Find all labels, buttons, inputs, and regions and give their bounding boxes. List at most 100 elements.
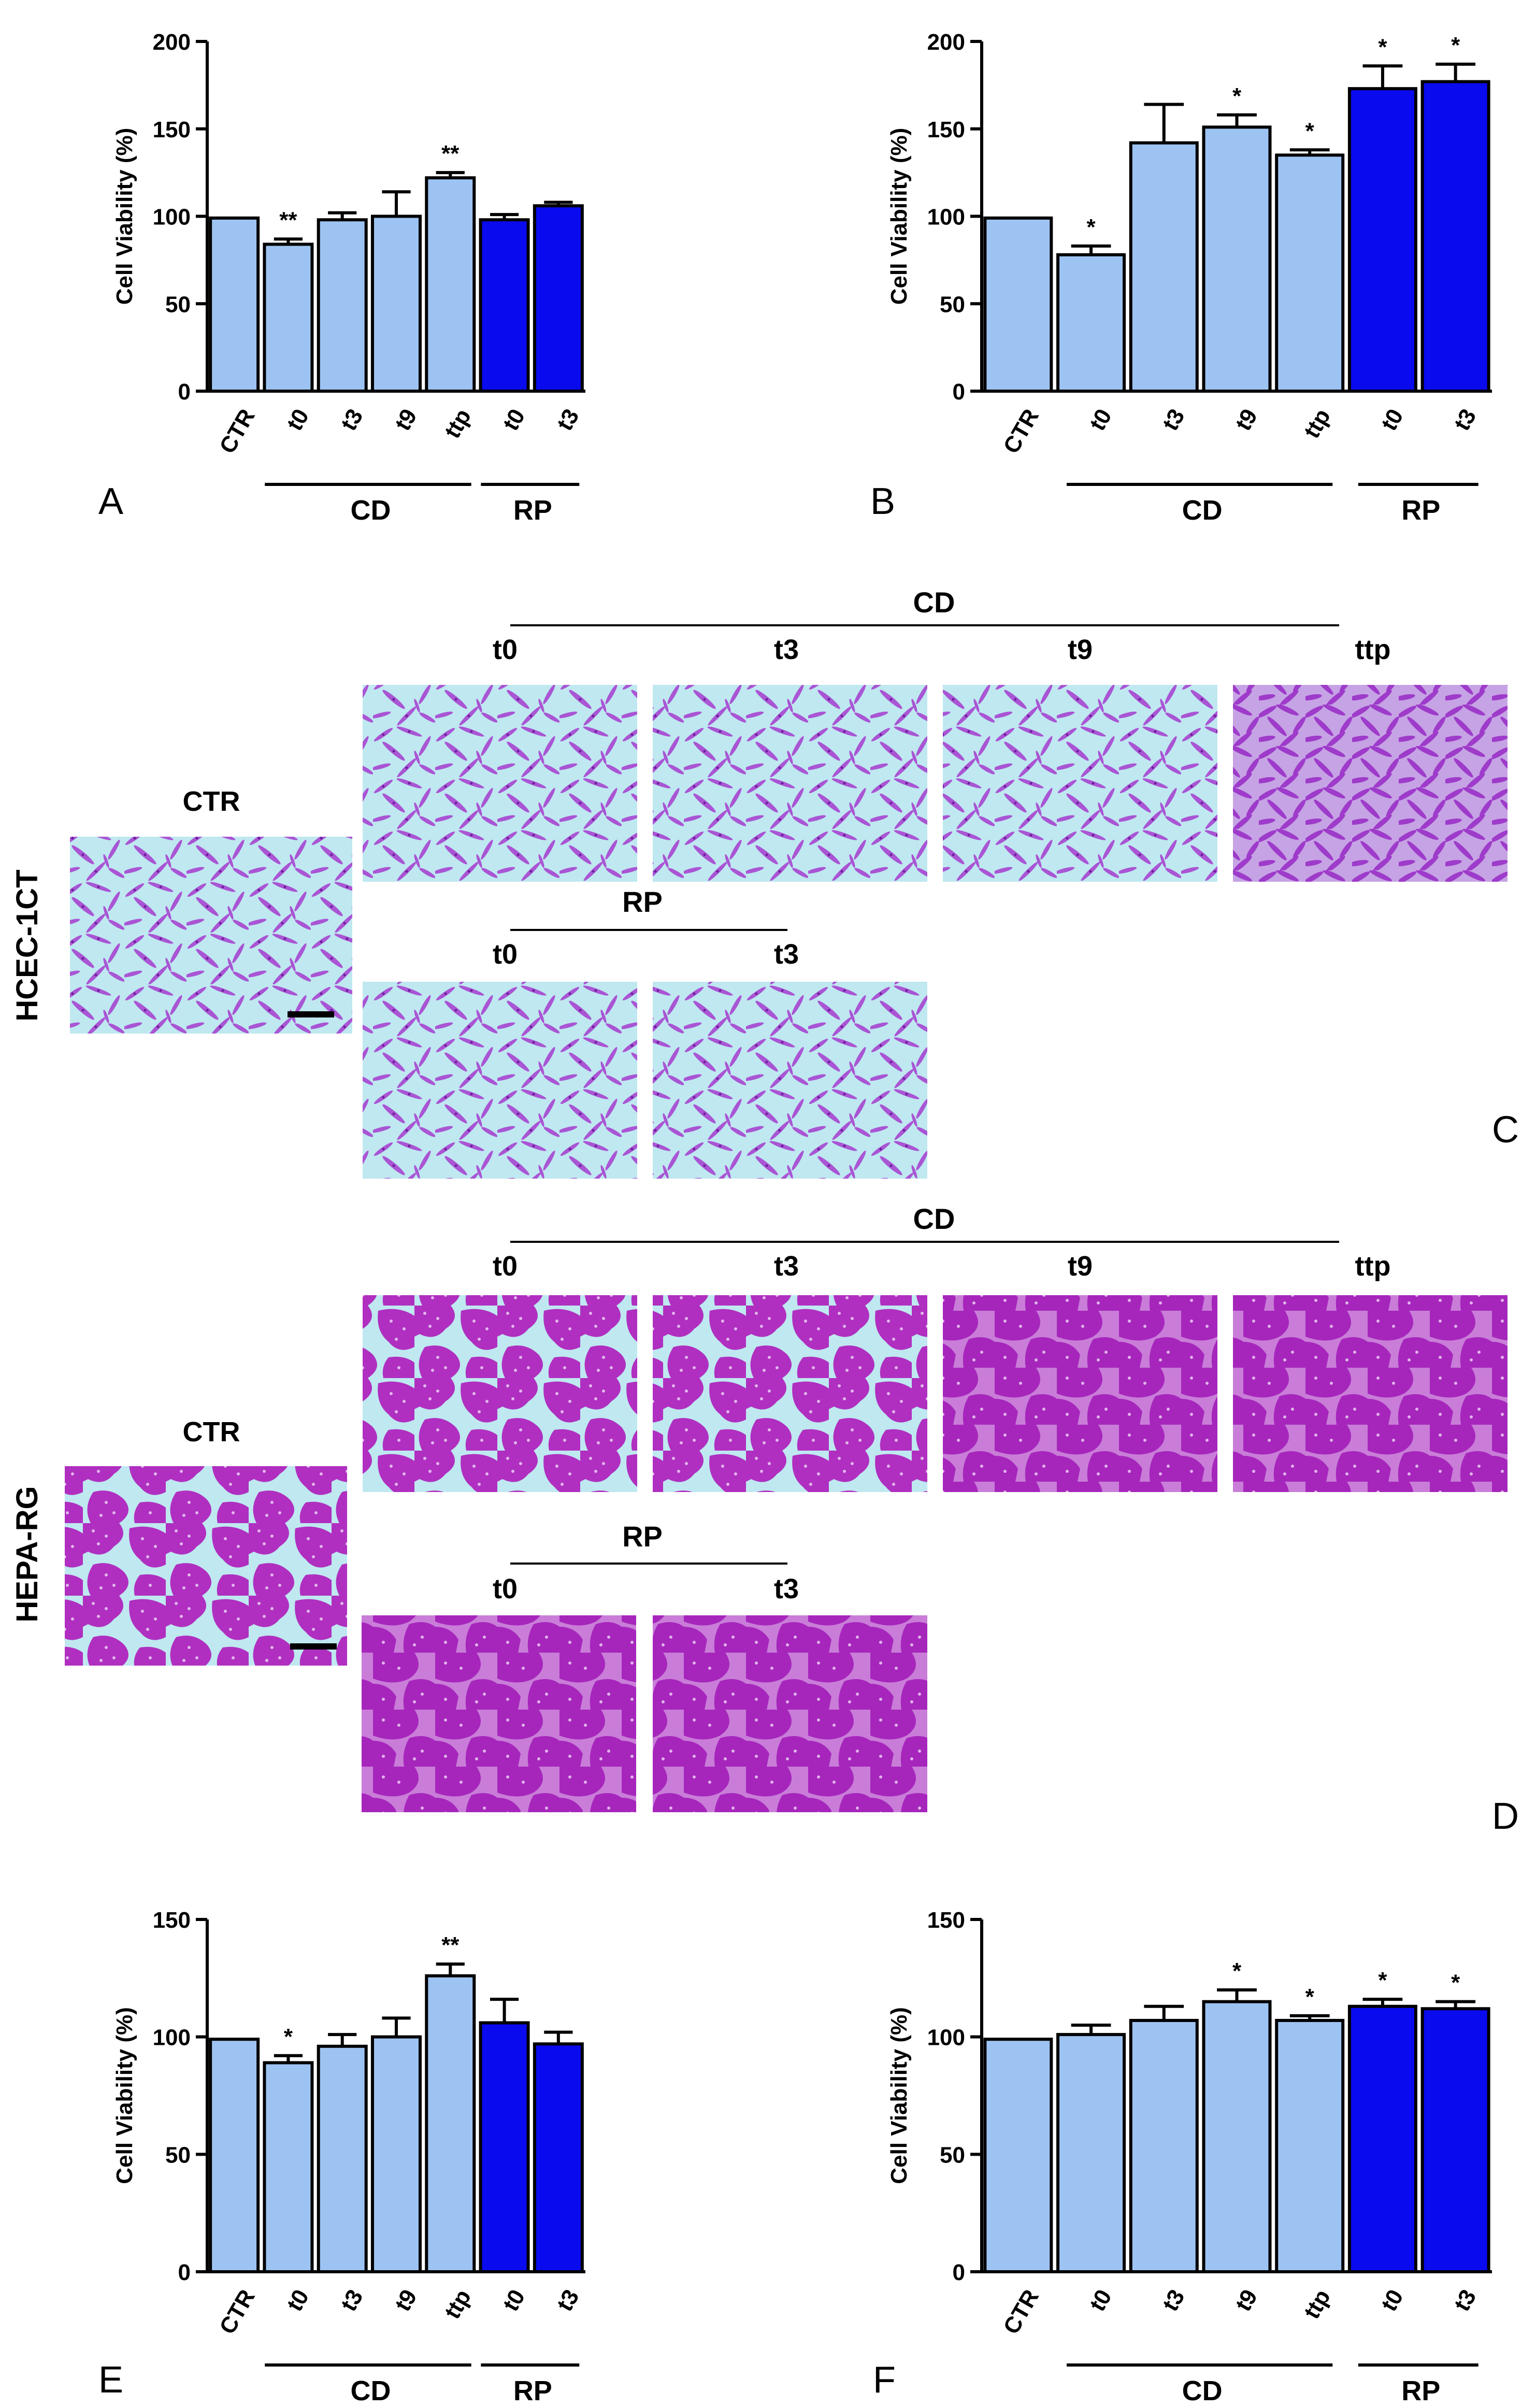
bar-a-2 (317, 218, 368, 393)
rp-time-d-1: t0 (493, 1573, 518, 1604)
cd-time-d-1: t0 (493, 1251, 518, 1282)
y-tick-label-b: 150 (927, 117, 965, 142)
bar-f-5 (1347, 2004, 1417, 2274)
bar-f-0 (983, 2038, 1053, 2273)
micrograph-d-cd-t9 (943, 1295, 1217, 1492)
micrograph-d-rp-t3 (653, 1615, 927, 1812)
bar-b-0 (983, 216, 1053, 393)
row-label-hcec: HCEC-1CT (10, 869, 44, 1021)
y-tick-label-a: 50 (165, 292, 191, 317)
panel-letter-b: B (870, 481, 895, 522)
bar-chart-f: 0 50 100 150 Cell Viability (%) CTR t0 t3 * t9 * tt… (886, 1908, 1492, 2406)
micrograph-c-rp-t3 (653, 982, 927, 1179)
significance-b-1: * (1087, 214, 1096, 240)
group-label-a-0: CD (350, 495, 391, 526)
category-label-e-1: t0 (282, 2285, 314, 2315)
y-tick-label-b: 100 (927, 205, 965, 230)
cd-label-c: CD (913, 586, 955, 619)
y-tick-label-a: 200 (153, 30, 191, 55)
panel-letter-d: D (1492, 1796, 1519, 1837)
bar-a-5 (479, 218, 530, 393)
rp-time-d-2: t3 (774, 1573, 799, 1604)
category-label-e-5: t0 (498, 2285, 530, 2315)
group-label-b-0: CD (1182, 495, 1223, 526)
category-label-f-3: t9 (1230, 2285, 1262, 2315)
significance-e-4: ** (441, 1932, 460, 1958)
y-tick-label-e: 50 (165, 2142, 191, 2168)
significance-b-4: * (1305, 118, 1315, 144)
category-label-a-0: CTR (214, 405, 260, 458)
y-tick-label-f: 100 (927, 2025, 965, 2051)
micrograph-panel-d: HEPA-RG CTR CD t0 t3 t9 ttp RP t0 t3 D (10, 1202, 1519, 1837)
y-tick-label-b: 200 (927, 30, 965, 55)
panel-letter-c: C (1492, 1109, 1519, 1151)
group-label-b-1: RP (1401, 495, 1440, 526)
micrograph-c-cd-ttp (1233, 685, 1508, 882)
category-label-a-5: t0 (498, 405, 530, 435)
significance-f-6: * (1451, 1970, 1460, 1996)
bar-e-4 (425, 1974, 476, 2274)
category-label-b-2: t3 (1157, 405, 1189, 435)
category-label-b-3: t9 (1230, 405, 1262, 435)
panel-letter-f: F (873, 2359, 896, 2401)
y-tick-label-e: 150 (153, 1908, 191, 1933)
bar-f-3 (1202, 2000, 1272, 2274)
y-axis-label-e: Cell Viability (%) (112, 2007, 137, 2184)
y-tick-label-a: 150 (153, 117, 191, 142)
category-label-b-5: t0 (1376, 405, 1409, 435)
significance-b-5: * (1378, 34, 1387, 60)
group-label-e-1: RP (513, 2375, 552, 2406)
y-tick-label-e: 0 (178, 2260, 191, 2285)
category-label-e-4: ttp (439, 2285, 476, 2323)
bar-f-4 (1275, 2018, 1345, 2274)
bar-b-1 (1056, 253, 1126, 393)
bar-e-1 (263, 2061, 314, 2274)
micrograph-c-cd-t9 (943, 685, 1217, 882)
category-label-f-4: ttp (1299, 2285, 1336, 2323)
micrograph-d-cd-t3 (653, 1295, 927, 1492)
bar-e-5 (479, 2021, 530, 2273)
category-label-a-1: t0 (282, 405, 314, 435)
bar-f-2 (1129, 2018, 1199, 2274)
significance-f-5: * (1378, 1968, 1387, 1993)
significance-f-4: * (1305, 1984, 1315, 2010)
category-label-b-0: CTR (998, 405, 1044, 458)
rp-time-c-2: t3 (774, 939, 799, 970)
cd-time-c-4: ttp (1355, 634, 1391, 665)
bar-b-3 (1202, 125, 1272, 393)
row-label-hepa: HEPA-RG (10, 1486, 44, 1622)
bar-chart-e: 0 50 100 150 Cell Viability (%) CTR * t0 t3 t9 ** t… (112, 1908, 585, 2406)
y-axis-label-b: Cell Viability (%) (886, 128, 912, 305)
significance-e-1: * (284, 2024, 293, 2049)
rp-label-c: RP (622, 885, 663, 918)
panel-letter-e: E (98, 2359, 123, 2401)
y-axis-label-a: Cell Viability (%) (112, 128, 137, 305)
category-label-f-1: t0 (1085, 2285, 1117, 2315)
category-label-f-0: CTR (998, 2285, 1044, 2339)
bar-a-3 (371, 214, 422, 393)
cd-time-c-3: t9 (1068, 634, 1093, 665)
bar-f-1 (1056, 2033, 1126, 2273)
bar-a-1 (263, 242, 314, 393)
bar-e-3 (371, 2035, 422, 2274)
group-label-f-0: CD (1182, 2375, 1223, 2406)
y-axis-label-f: Cell Viability (%) (886, 2007, 912, 2184)
y-tick-label-f: 0 (953, 2260, 965, 2285)
category-label-e-3: t9 (390, 2285, 422, 2315)
micrograph-panel-c: HCEC-1CT CTR CD t0 t3 t9 ttp RP t0 t3 C (10, 586, 1519, 1179)
category-label-a-6: t3 (552, 405, 584, 435)
micrograph-c-cd-t3 (653, 685, 927, 882)
bar-a-4 (425, 176, 476, 393)
ctr-label-c: CTR (183, 786, 240, 817)
scale-bar-d (290, 1643, 337, 1650)
micrograph-c-ctr (70, 837, 352, 1034)
bar-a-6 (533, 204, 584, 393)
significance-a-4: ** (441, 141, 460, 166)
category-label-b-1: t0 (1085, 405, 1117, 435)
bar-chart-a: 0 50 100 150 200 Cell Viability (%) CTR ** t0 t3 t… (112, 30, 585, 526)
category-label-e-2: t3 (336, 2285, 368, 2315)
cd-time-d-2: t3 (774, 1251, 799, 1282)
cd-time-c-1: t0 (493, 634, 518, 665)
micrograph-c-cd-t0 (363, 685, 637, 882)
scale-bar-c (288, 1011, 334, 1017)
